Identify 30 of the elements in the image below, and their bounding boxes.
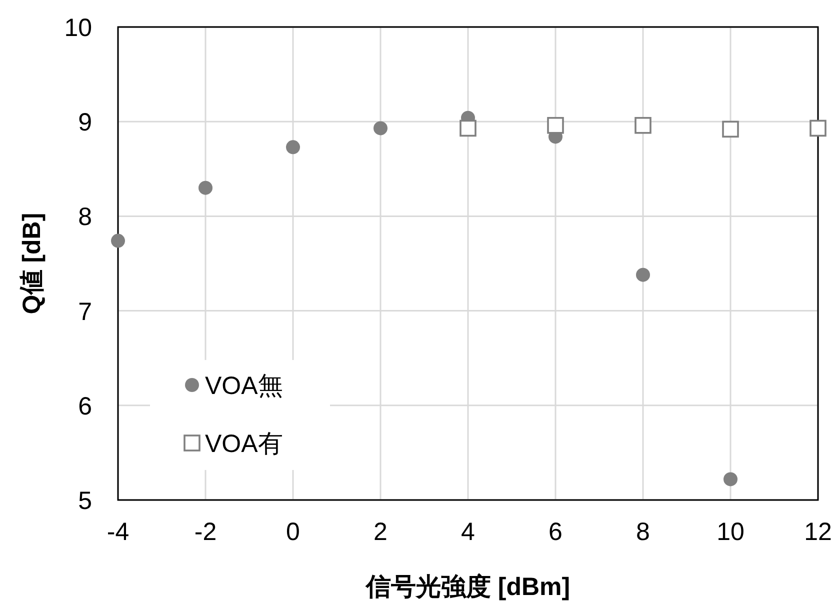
x-tick-label: -2 [194,518,217,546]
point [374,121,388,136]
x-axis-title: 信号光強度 [dBm] [364,573,570,601]
x-tick-label: 0 [286,518,300,546]
point [810,120,826,137]
point [111,234,125,248]
x-tick-label: 4 [461,518,476,546]
x-tick-label: 2 [374,518,388,546]
y-tick-label: 9 [78,108,92,137]
y-tick-label: 5 [78,487,92,515]
x-tick-label: 8 [636,518,650,546]
y-tick-label: 7 [78,298,92,326]
point [460,120,476,137]
y-tick-label: 8 [78,203,92,232]
x-tick-label: 6 [548,518,562,546]
y-axis-title: Q値 [dB] [18,212,46,314]
y-tick-label: 10 [64,14,92,42]
point [198,180,212,195]
point [724,472,738,486]
point [547,116,564,134]
x-tick-label: 10 [716,518,744,546]
x-tick-label: 12 [804,518,832,546]
x-tick-label: -4 [106,518,130,546]
point [634,116,652,134]
point [286,140,300,154]
point [722,120,739,138]
legend-label: VOA無 [205,372,283,400]
point [636,268,650,282]
y-tick-label: 6 [78,392,92,420]
legend-label: VOA有 [205,430,283,458]
